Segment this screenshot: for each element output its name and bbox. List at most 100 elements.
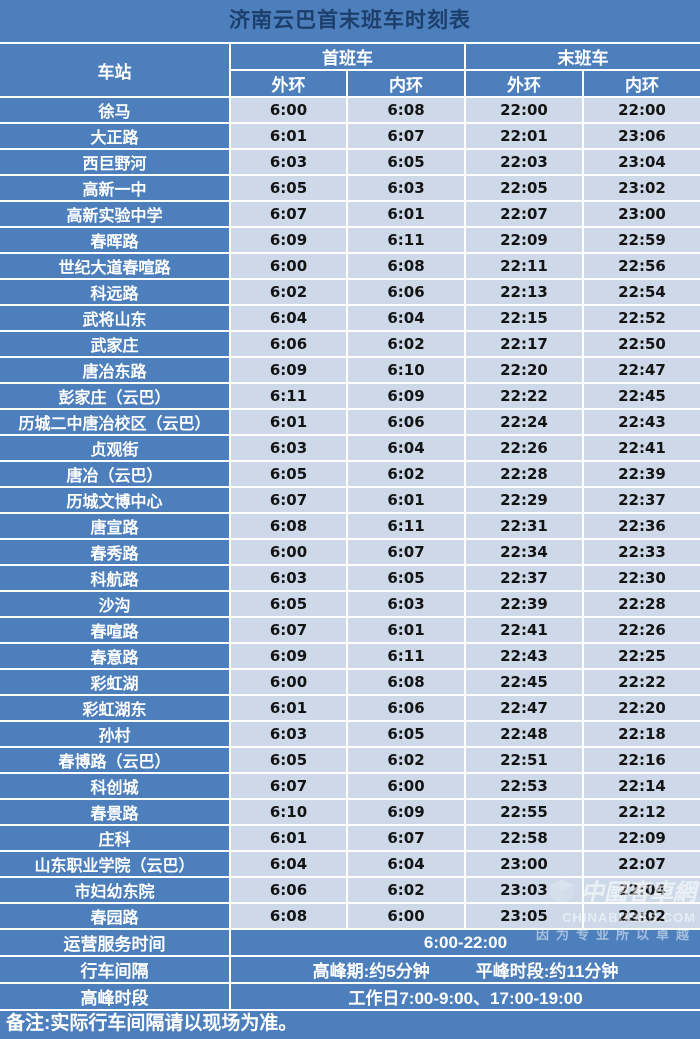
- time-cell: 6:03: [229, 720, 348, 748]
- time-cell: 6:09: [346, 382, 466, 410]
- table-row: 市妇幼东院 6:06 6:02 23:03 22:04: [0, 876, 700, 904]
- time-cell: 6:05: [346, 720, 466, 748]
- time-cell: 22:29: [464, 486, 584, 514]
- time-cell: 22:30: [582, 564, 700, 592]
- time-cell: 6:07: [346, 122, 466, 150]
- time-cell: 6:07: [346, 824, 466, 852]
- time-cell: 22:47: [464, 694, 584, 722]
- time-cell: 22:13: [464, 278, 584, 306]
- time-cell: 22:16: [582, 746, 700, 774]
- time-cell: 6:01: [229, 694, 348, 722]
- time-cell: 6:07: [229, 616, 348, 644]
- station-name-cell: 徐马: [0, 96, 231, 124]
- time-cell: 22:07: [582, 850, 700, 878]
- time-cell: 6:00: [229, 96, 348, 124]
- time-cell: 6:08: [346, 668, 466, 696]
- station-name-cell: 历城文博中心: [0, 486, 231, 514]
- header-first-outer: 外环: [230, 69, 348, 98]
- time-cell: 6:04: [229, 850, 348, 878]
- station-name-cell: 高新实验中学: [0, 200, 231, 228]
- time-cell: 23:00: [464, 850, 584, 878]
- table-row: 贞观街 6:03 6:04 22:26 22:41: [0, 434, 700, 462]
- station-name-cell: 山东职业学院（云巴）: [0, 850, 231, 878]
- time-cell: 6:08: [229, 512, 348, 540]
- page-title: 济南云巴首末班车时刻表: [229, 9, 471, 32]
- time-cell: 22:20: [582, 694, 700, 722]
- time-cell: 6:11: [346, 642, 466, 670]
- time-cell: 23:02: [582, 174, 700, 202]
- time-cell: 6:00: [229, 252, 348, 280]
- table-row: 孙村 6:03 6:05 22:48 22:18: [0, 720, 700, 748]
- time-cell: 22:28: [464, 460, 584, 488]
- time-cell: 6:03: [346, 590, 466, 618]
- time-cell: 22:51: [464, 746, 584, 774]
- table-row: 春博路（云巴） 6:05 6:02 22:51 22:16: [0, 746, 700, 774]
- footnote: 备注:实际行车间隔请以现场为准。: [6, 1013, 298, 1034]
- time-cell: 6:01: [229, 408, 348, 436]
- time-cell: 22:26: [464, 434, 584, 462]
- table-row: 彩虹湖东 6:01 6:06 22:47 22:20: [0, 694, 700, 722]
- table-row: 春景路 6:10 6:09 22:55 22:12: [0, 798, 700, 826]
- time-cell: 22:36: [582, 512, 700, 540]
- table-row: 春秀路 6:00 6:07 22:34 22:33: [0, 538, 700, 566]
- time-cell: 22:55: [464, 798, 584, 826]
- time-cell: 6:06: [229, 330, 348, 358]
- time-cell: 6:09: [229, 642, 348, 670]
- header-last-outer: 外环: [464, 69, 584, 98]
- table-row: 春晖路 6:09 6:11 22:09 22:59: [0, 226, 700, 254]
- header-first-inner: 内环: [346, 69, 466, 98]
- time-cell: 22:22: [582, 668, 700, 696]
- time-cell: 23:04: [582, 148, 700, 176]
- station-name-cell: 孙村: [0, 720, 231, 748]
- time-cell: 6:06: [346, 278, 466, 306]
- time-cell: 6:05: [229, 590, 348, 618]
- station-name-cell: 春秀路: [0, 538, 231, 566]
- time-cell: 22:07: [464, 200, 584, 228]
- time-cell: 22:31: [464, 512, 584, 540]
- station-name-cell: 唐冶东路: [0, 356, 231, 384]
- time-cell: 6:07: [229, 486, 348, 514]
- time-cell: 22:11: [464, 252, 584, 280]
- table-row: 历城二中唐冶校区（云巴） 6:01 6:06 22:24 22:43: [0, 408, 700, 436]
- time-cell: 6:06: [346, 408, 466, 436]
- peak-period-value: 工作日7:00-9:00、17:00-19:00: [229, 982, 700, 1011]
- table-row: 唐冶（云巴） 6:05 6:02 22:28 22:39: [0, 460, 700, 488]
- time-cell: 6:01: [229, 824, 348, 852]
- time-cell: 22:05: [464, 174, 584, 202]
- table-row: 彭家庄（云巴） 6:11 6:09 22:22 22:45: [0, 382, 700, 410]
- time-cell: 6:09: [229, 226, 348, 254]
- table-row: 庄科 6:01 6:07 22:58 22:09: [0, 824, 700, 852]
- time-cell: 6:04: [346, 304, 466, 332]
- station-name-cell: 彩虹湖东: [0, 694, 231, 722]
- time-cell: 6:01: [346, 200, 466, 228]
- time-cell: 6:03: [229, 434, 348, 462]
- station-name-cell: 彩虹湖: [0, 668, 231, 696]
- time-cell: 6:08: [346, 252, 466, 280]
- time-cell: 6:02: [346, 460, 466, 488]
- time-cell: 22:54: [582, 278, 700, 306]
- time-cell: 6:01: [346, 486, 466, 514]
- time-cell: 22:14: [582, 772, 700, 800]
- time-cell: 23:06: [582, 122, 700, 150]
- time-cell: 22:37: [582, 486, 700, 514]
- table-row: 高新实验中学 6:07 6:01 22:07 23:00: [0, 200, 700, 228]
- time-cell: 22:50: [582, 330, 700, 358]
- time-cell: 22:53: [464, 772, 584, 800]
- time-cell: 6:05: [346, 148, 466, 176]
- time-cell: 6:05: [346, 564, 466, 592]
- time-cell: 22:41: [464, 616, 584, 644]
- time-cell: 22:03: [464, 148, 584, 176]
- time-cell: 6:07: [229, 772, 348, 800]
- table-row: 高新一中 6:05 6:03 22:05 23:02: [0, 174, 700, 202]
- time-cell: 6:03: [229, 564, 348, 592]
- time-cell: 22:12: [582, 798, 700, 826]
- time-cell: 22:15: [464, 304, 584, 332]
- time-cell: 6:11: [346, 512, 466, 540]
- time-cell: 22:24: [464, 408, 584, 436]
- table-row: 彩虹湖 6:00 6:08 22:45 22:22: [0, 668, 700, 696]
- time-cell: 22:34: [464, 538, 584, 566]
- time-cell: 22:45: [582, 382, 700, 410]
- interval-row: 行车间隔 高峰期:约5分钟 平峰时段:约11分钟: [0, 955, 700, 984]
- station-name-cell: 科远路: [0, 278, 231, 306]
- time-cell: 6:02: [229, 278, 348, 306]
